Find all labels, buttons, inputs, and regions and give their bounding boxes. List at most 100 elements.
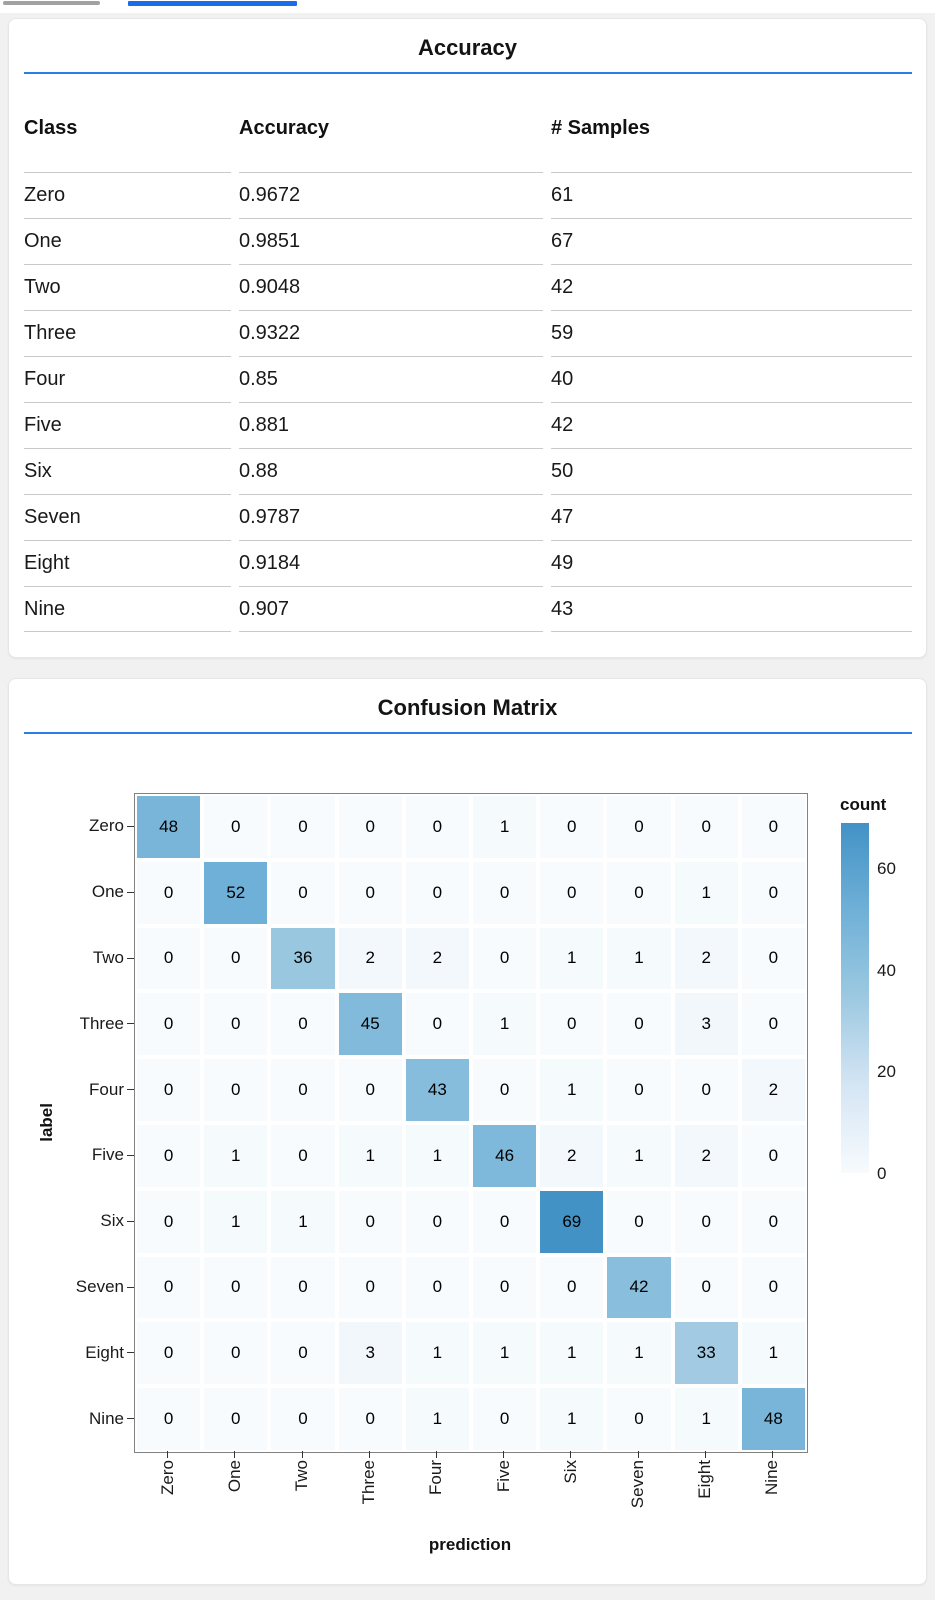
table-row: Six 0.88 50 (24, 448, 912, 494)
card-title: Confusion Matrix (377, 695, 558, 720)
x-axis-label: Five (493, 1460, 513, 1493)
table-cell: Zero (24, 172, 231, 218)
matrix-cell: 42 (605, 1254, 673, 1321)
y-axis-label: Five (91, 1145, 124, 1165)
matrix-cell: 0 (470, 1188, 539, 1255)
matrix-cell: 52 (202, 859, 270, 926)
matrix-cell: 0 (135, 925, 203, 992)
matrix-cell: 0 (336, 1057, 404, 1123)
matrix-cell: 1 (336, 1123, 404, 1189)
matrix-cell: 1 (470, 794, 539, 860)
table-row: Zero 0.9672 61 (24, 172, 912, 218)
table-cell: 0.907 (239, 586, 543, 632)
heatmap-plot-area: 48 0 0 0 0 1 0 0 0 0 0 52 0 0 0 0 0 0 1 0 0 0 36 2 2 0 1 1 2 0 0 0 0 45 0 1… (134, 793, 808, 1453)
legend-tick-label: 60 (877, 859, 896, 879)
matrix-cell: 0 (403, 794, 471, 860)
y-axis-label: Seven (75, 1277, 124, 1296)
matrix-cell: 0 (269, 1057, 337, 1123)
matrix-cell: 1 (202, 1123, 270, 1189)
matrix-cell: 46 (470, 1123, 539, 1189)
table-cell: 50 (551, 448, 912, 494)
table-cell: 40 (551, 356, 912, 402)
table-cell: Five (24, 402, 231, 448)
matrix-cell: 0 (135, 859, 203, 926)
table-row: Eight 0.9184 49 (24, 540, 912, 586)
matrix-cell: 0 (202, 991, 270, 1058)
y-axis-tick (127, 1418, 134, 1420)
matrix-cell: 0 (739, 1254, 807, 1321)
x-axis-label: Zero (157, 1460, 177, 1495)
table-cell: 67 (551, 218, 912, 264)
matrix-cell: 0 (672, 794, 740, 860)
matrix-cell: 1 (739, 1320, 807, 1387)
y-axis-tick (127, 1089, 134, 1091)
table-cell: 49 (551, 540, 912, 586)
x-axis-label: Eight (695, 1460, 715, 1499)
x-axis-tick (637, 1451, 639, 1458)
matrix-cell: 0 (672, 1188, 740, 1255)
horizontal-scrollbar-thumb[interactable] (3, 1, 100, 5)
matrix-cell: 0 (605, 1057, 673, 1123)
matrix-cell: 2 (336, 925, 404, 992)
matrix-cell: 0 (269, 1123, 337, 1189)
matrix-cell: 0 (538, 859, 606, 926)
y-axis-label: Six (100, 1211, 124, 1231)
matrix-cell: 2 (672, 1123, 740, 1189)
matrix-cell: 33 (672, 1320, 740, 1387)
table-cell: 0.9048 (239, 264, 543, 310)
matrix-cell: 1 (605, 1320, 673, 1387)
matrix-cell: 0 (135, 1254, 203, 1321)
matrix-cell: 0 (605, 1386, 673, 1452)
matrix-cell: 0 (672, 1057, 740, 1123)
matrix-cell: 0 (269, 1254, 337, 1321)
matrix-cell: 3 (672, 991, 740, 1058)
y-axis-title: label (37, 1102, 56, 1142)
matrix-cell: 1 (605, 1123, 673, 1189)
x-axis-tick (234, 1451, 236, 1458)
matrix-cell: 0 (336, 859, 404, 926)
matrix-cell: 0 (135, 1057, 203, 1123)
matrix-cell: 0 (538, 991, 606, 1058)
x-axis-tick (435, 1451, 437, 1458)
matrix-cell: 0 (135, 1123, 203, 1189)
y-axis-label: Eight (85, 1342, 124, 1362)
accuracy-table-body: Zero 0.9672 61 One 0.9851 67 Two 0.9048 42 Three 0… (24, 172, 912, 632)
y-axis-label: Four (89, 1079, 124, 1099)
table-cell: 42 (551, 264, 912, 310)
matrix-cell: 45 (336, 991, 404, 1058)
matrix-cell: 0 (336, 1254, 404, 1321)
matrix-cell: 0 (605, 859, 673, 926)
table-row: Three 0.9322 59 (24, 310, 912, 356)
matrix-cell: 43 (403, 1057, 471, 1123)
matrix-cell: 0 (470, 1057, 539, 1123)
heatmap-grid: 48 0 0 0 0 1 0 0 0 0 0 52 0 0 0 0 0 0 1 0 0 0 36 2 2 0 1 1 2 0 0 0 0 45 0 1… (135, 794, 807, 1452)
matrix-cell: 3 (336, 1320, 404, 1387)
matrix-cell: 0 (403, 1188, 471, 1255)
matrix-cell: 0 (538, 1254, 606, 1321)
table-cell: 59 (551, 310, 912, 356)
table-cell: 61 (551, 172, 912, 218)
matrix-cell: 69 (538, 1188, 606, 1255)
matrix-cell: 0 (202, 925, 270, 992)
y-axis-tick (127, 1352, 134, 1354)
x-axis-label: Seven (628, 1460, 647, 1509)
matrix-cell: 0 (739, 991, 807, 1058)
x-axis-label: Four (426, 1460, 446, 1495)
table-cell: 0.88 (239, 448, 543, 494)
matrix-cell: 1 (605, 925, 673, 992)
table-cell: One (24, 218, 231, 264)
table-row: One 0.9851 67 (24, 218, 912, 264)
matrix-cell: 0 (135, 1386, 203, 1452)
matrix-cell: 1 (672, 1386, 740, 1452)
matrix-cell: 0 (336, 1386, 404, 1452)
matrix-cell: 1 (672, 859, 740, 926)
matrix-cell: 1 (538, 1320, 606, 1387)
matrix-cell: 1 (403, 1386, 471, 1452)
y-axis: Zero One Two Three Four Five Six Seven Eight Nine (9, 793, 124, 1451)
y-axis-tick (127, 891, 134, 893)
matrix-cell: 1 (538, 1057, 606, 1123)
table-cell: Seven (24, 494, 231, 540)
matrix-cell: 0 (470, 1386, 539, 1452)
table-cell: Eight (24, 540, 231, 586)
